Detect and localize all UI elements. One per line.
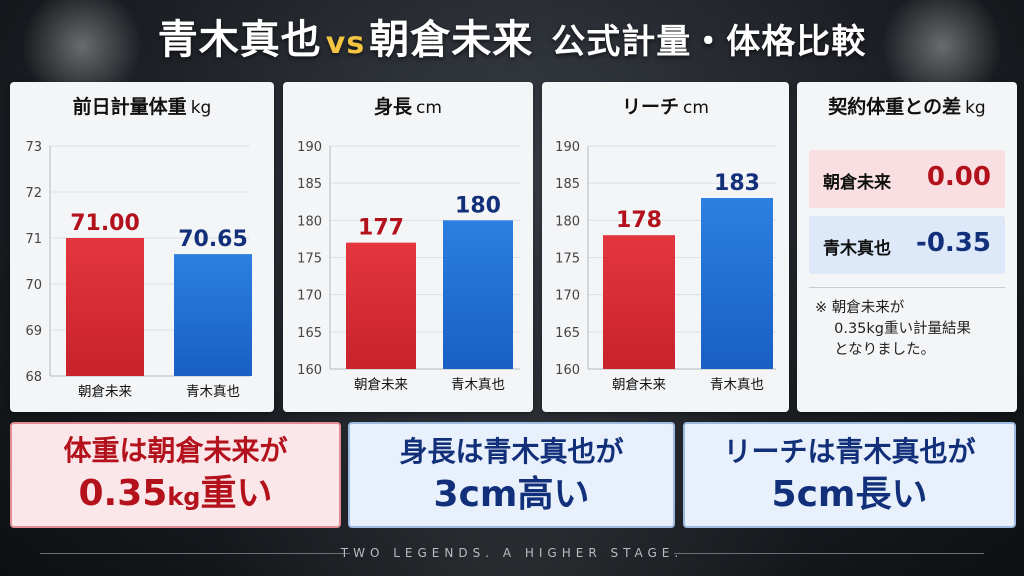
y-tick-label: 190 [555,140,580,155]
y-tick-label: 180 [555,214,580,229]
bar-asakura [346,242,416,369]
diff-row-value: -0.35 [916,228,991,258]
data-label: 183 [714,171,760,196]
y-tick-label: 175 [555,252,580,267]
data-label: 180 [455,193,501,218]
weight-chart: 73 72 71 70 69 68 71.00 朝倉未来 70.65 青木真也 [25,140,252,400]
y-tick-label: 175 [297,252,322,267]
weight-chart-title: 前日計量体重 kg [72,96,212,118]
bar-aoki [701,198,773,369]
y-tick-label: 185 [297,177,322,192]
y-tick-label: 73 [25,140,42,155]
weight-chart-panel: 前日計量体重 kg 73 72 71 70 69 68 71.00 朝倉未来 70.65 青木真也 [10,82,274,412]
diff-row-value: 0.00 [926,162,991,192]
y-tick-label: 165 [297,326,322,341]
summary-line2: 3cm高い [433,474,590,515]
reach-chart: 190 185 180 175 170 165 160 178 朝倉未来 183 青木真也 [555,140,776,393]
y-tick-label: 160 [297,363,322,378]
bar-aoki [174,254,252,376]
height-chart-panel: 身長 cm 190 185 180 175 170 165 160 177 朝倉未来 180 青木真也 [283,82,533,412]
y-tick-label: 160 [555,363,580,378]
x-category-label: 朝倉未来 [612,377,666,393]
tagline-rule-left [40,553,350,554]
summary-line1: 体重は朝倉未来が [63,433,288,467]
data-label: 178 [616,208,662,233]
summary-line2: 5cm長い [771,474,928,515]
tagline: TWO LEGENDS. A HIGHER STAGE. [340,546,684,560]
y-tick-label: 190 [297,140,322,155]
x-category-label: 青木真也 [451,377,505,393]
height-chart-title: 身長 cm [374,96,442,118]
title-name-b: 朝倉未来 [369,17,534,63]
summary-line1: 身長は青木真也が [399,435,624,468]
x-category-label: 朝倉未来 [78,384,132,400]
summary-height: 身長は青木真也が 3cm高い [348,422,675,528]
y-tick-label: 72 [25,186,42,201]
tagline-rule-right [674,553,984,554]
data-label: 71.00 [70,211,140,236]
x-category-label: 朝倉未来 [354,377,408,393]
y-tick-label: 68 [25,370,42,385]
diff-row-name: 青木真也 [823,239,891,259]
y-tick-label: 165 [555,326,580,341]
bar-aoki [443,220,513,369]
reach-chart-title: リーチ cm [622,96,709,118]
bar-asakura [66,238,144,376]
diff-row-aoki: 青木真也 -0.35 [809,216,1005,274]
title-subtitle: 公式計量・体格比較 [551,22,867,62]
page-title: 青木真也 vs 朝倉未来 公式計量・体格比較 [0,8,1024,72]
x-category-label: 青木真也 [186,384,240,400]
diff-row-asakura: 朝倉未来 0.00 [809,150,1005,208]
y-tick-label: 170 [297,289,322,304]
data-label: 177 [358,216,404,241]
diff-note: ※ 朝倉未来が 0.35kg重い計量結果 となりました。 [815,300,971,358]
data-label: 70.65 [178,227,248,252]
bar-asakura [603,235,675,369]
height-chart: 190 185 180 175 170 165 160 177 朝倉未来 180 青木真也 [297,140,520,393]
y-tick-label: 185 [555,177,580,192]
title-name-a: 青木真也 [157,17,322,63]
y-tick-label: 70 [25,278,42,293]
weight-diff-panel: 契約体重との差 kg 朝倉未来 0.00 青木真也 -0.35 ※ 朝倉未来が 0… [797,82,1017,412]
reach-chart-panel: リーチ cm 190 185 180 175 170 165 160 178 朝倉未来 183 青木真… [542,82,789,412]
diff-row-name: 朝倉未来 [823,173,891,193]
weight-diff-title: 契約体重との差 kg [828,96,986,118]
y-tick-label: 69 [25,324,42,339]
x-category-label: 青木真也 [710,377,764,393]
title-vs: vs [325,26,366,61]
summary-line1: リーチは青木真也が [723,435,976,468]
y-tick-label: 170 [555,289,580,304]
summary-reach: リーチは青木真也が 5cm長い [683,422,1016,528]
summary-weight: 体重は朝倉未来が 0.35kg重い [10,422,341,528]
y-tick-label: 71 [25,232,42,247]
summary-line2: 0.35kg重い [78,472,273,514]
divider [809,287,1005,288]
y-tick-label: 180 [297,214,322,229]
